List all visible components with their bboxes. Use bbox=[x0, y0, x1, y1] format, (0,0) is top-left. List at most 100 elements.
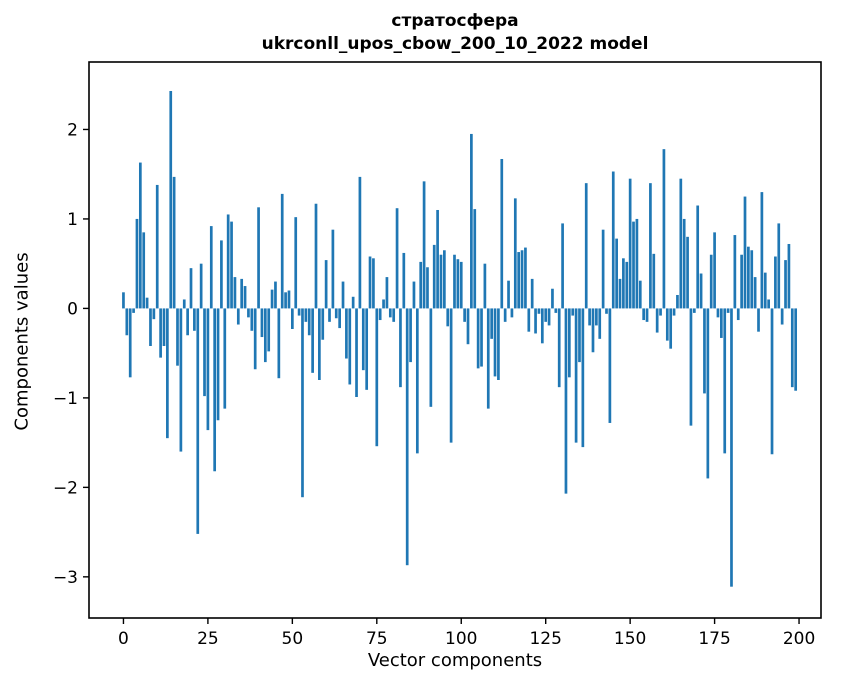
y-tick-label: −2 bbox=[53, 478, 78, 498]
bar bbox=[581, 308, 585, 448]
bar bbox=[422, 181, 426, 309]
chart-title: стратосфера ukrconll_upos_cbow_200_10_20… bbox=[89, 10, 821, 56]
bar bbox=[149, 308, 152, 346]
bar bbox=[206, 308, 210, 431]
chart-title-line1: стратосфера bbox=[391, 11, 519, 31]
bar bbox=[638, 280, 642, 309]
bar bbox=[307, 308, 311, 336]
bar bbox=[412, 281, 416, 309]
x-tick-label: 50 bbox=[282, 629, 304, 649]
bar bbox=[341, 281, 345, 309]
bar bbox=[692, 308, 696, 313]
bar bbox=[790, 308, 794, 388]
bar bbox=[723, 308, 727, 454]
bar bbox=[122, 292, 125, 309]
bar bbox=[645, 308, 649, 322]
bar bbox=[203, 308, 206, 397]
bar bbox=[622, 258, 625, 309]
bar bbox=[588, 308, 591, 326]
bar bbox=[159, 308, 162, 358]
x-axis-label: Vector components bbox=[367, 650, 543, 671]
bar bbox=[476, 308, 480, 369]
bar bbox=[628, 178, 632, 309]
bar bbox=[547, 308, 551, 326]
y-tick-label: 1 bbox=[67, 210, 78, 230]
bar bbox=[280, 193, 284, 309]
bar bbox=[672, 308, 676, 316]
bar bbox=[426, 267, 429, 309]
bar bbox=[757, 308, 760, 332]
bar bbox=[480, 308, 483, 367]
axes-frame bbox=[88, 61, 822, 619]
bar bbox=[530, 278, 534, 309]
x-tick-label: 200 bbox=[783, 629, 815, 649]
bar bbox=[388, 308, 392, 318]
bar bbox=[483, 263, 487, 309]
bar bbox=[392, 308, 396, 322]
bar bbox=[125, 308, 129, 336]
bar bbox=[497, 308, 500, 380]
bar bbox=[598, 308, 602, 339]
bar bbox=[662, 149, 666, 309]
bar bbox=[193, 308, 196, 331]
bar bbox=[358, 176, 362, 309]
bar bbox=[652, 253, 656, 309]
bar bbox=[601, 229, 605, 309]
x-tick-label: 150 bbox=[614, 629, 646, 649]
bar bbox=[260, 308, 264, 338]
bar bbox=[128, 308, 132, 378]
bar bbox=[655, 308, 659, 333]
bar bbox=[270, 289, 274, 309]
bar bbox=[415, 308, 419, 454]
bar bbox=[554, 308, 558, 313]
bar bbox=[385, 277, 389, 309]
bar bbox=[750, 250, 754, 309]
bar bbox=[196, 308, 200, 534]
bar bbox=[490, 308, 493, 339]
bar bbox=[564, 308, 568, 494]
bar bbox=[632, 221, 635, 309]
bar bbox=[486, 308, 490, 409]
bar bbox=[453, 254, 456, 309]
x-tick-label: 0 bbox=[118, 629, 129, 649]
bar bbox=[236, 308, 240, 325]
bar bbox=[145, 297, 149, 309]
bar bbox=[618, 278, 622, 309]
bar bbox=[753, 277, 757, 309]
bar bbox=[355, 308, 358, 397]
bar bbox=[777, 223, 781, 309]
bar bbox=[297, 308, 301, 316]
bar bbox=[378, 308, 382, 321]
bar bbox=[473, 209, 477, 309]
bar bbox=[166, 308, 169, 439]
bar bbox=[649, 183, 652, 309]
bar bbox=[584, 183, 588, 309]
bar bbox=[405, 308, 409, 566]
bar bbox=[301, 308, 304, 498]
bar bbox=[780, 308, 784, 325]
bar bbox=[682, 218, 686, 309]
bar bbox=[432, 244, 436, 309]
bar bbox=[152, 308, 156, 320]
bar bbox=[189, 268, 193, 309]
bar bbox=[348, 308, 352, 385]
bar bbox=[510, 308, 514, 318]
bar bbox=[243, 286, 247, 309]
bar bbox=[250, 308, 254, 331]
bar bbox=[642, 308, 646, 321]
bar bbox=[696, 205, 700, 309]
bar bbox=[503, 308, 507, 322]
bar bbox=[311, 308, 314, 373]
bar bbox=[446, 308, 450, 327]
bar bbox=[557, 308, 561, 388]
bar bbox=[686, 236, 689, 309]
bar bbox=[345, 308, 348, 359]
bar bbox=[284, 292, 287, 309]
bar bbox=[787, 243, 791, 309]
bar bbox=[774, 256, 777, 309]
bar bbox=[186, 308, 189, 336]
bar bbox=[162, 308, 166, 346]
bar bbox=[318, 308, 321, 380]
